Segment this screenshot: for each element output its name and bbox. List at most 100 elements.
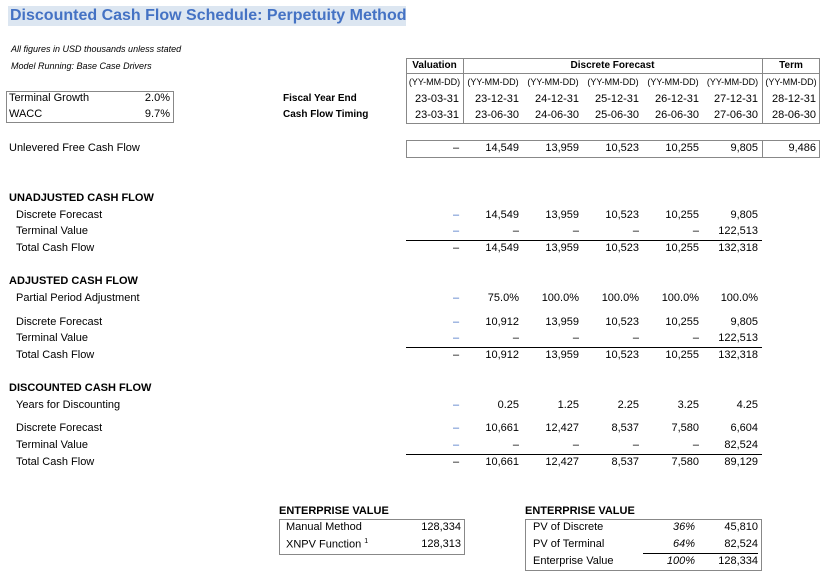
adjusted-discrete-cell: 10,523 xyxy=(605,316,639,328)
ufcf-cell: 10,255 xyxy=(665,142,699,154)
unadjusted-discrete-cell: 10,255 xyxy=(665,209,699,221)
ufcf-cell: 13,959 xyxy=(545,142,579,154)
adjusted-partial-cell: 100.0% xyxy=(601,292,639,304)
date-format-cell: (YY-MM-DD) xyxy=(587,77,639,87)
ufcf-cell: 14,549 xyxy=(485,142,519,154)
discounted-discrete-label: Discrete Forecast xyxy=(16,422,103,434)
discounted-total-cell: 10,661 xyxy=(485,456,519,468)
adjusted-discrete-cell: – xyxy=(452,316,460,328)
fiscal-year-end-label: Fiscal Year End xyxy=(283,93,357,104)
discounted-terminal-cell: – xyxy=(512,439,519,451)
ufcf-cell: – xyxy=(452,142,460,154)
date-format-cell: (YY-MM-DD) xyxy=(467,77,519,87)
unadjusted-terminal-cell: – xyxy=(692,225,699,237)
discounted-terminal-cell: – xyxy=(692,439,699,451)
enterprise-value-label: Enterprise Value xyxy=(533,555,614,567)
adjusted-total-label: Total Cash Flow xyxy=(16,349,95,361)
adjusted-total-cell: 10,912 xyxy=(485,349,519,361)
pv-terminal-pct: 64% xyxy=(672,538,695,550)
unadjusted-heading: UNADJUSTED CASH FLOW xyxy=(9,192,154,204)
adjusted-partial-cell: 100.0% xyxy=(541,292,579,304)
adjusted-discrete-cell: 13,959 xyxy=(545,316,579,328)
scenario-note: Model Running: Base Case Drivers xyxy=(11,61,152,71)
date-format-cell: (YY-MM-DD) xyxy=(706,77,759,87)
page-title: Discounted Cash Flow Schedule: Perpetuit… xyxy=(10,7,407,24)
discounted-discrete-cell: 8,537 xyxy=(611,422,639,434)
unadjusted-total-cell: 10,255 xyxy=(665,242,699,254)
discounted-discrete-cell: 10,661 xyxy=(485,422,519,434)
total-rule xyxy=(406,454,762,455)
unadjusted-total-cell: 132,318 xyxy=(718,242,758,254)
adjusted-terminal-cell: 122,513 xyxy=(718,332,758,344)
ufcf-row-box xyxy=(406,140,820,158)
unadjusted-terminal-cell: 122,513 xyxy=(718,225,758,237)
unadjusted-total-label: Total Cash Flow xyxy=(16,242,95,254)
enterprise-value-value: 128,334 xyxy=(718,555,758,567)
unadjusted-terminal-cell: – xyxy=(452,225,460,237)
adjusted-total-cell: 13,959 xyxy=(545,349,579,361)
adjusted-partial-label: Partial Period Adjustment xyxy=(16,292,140,304)
discounted-discrete-cell: 7,580 xyxy=(671,422,699,434)
cash-flow-timing-cell: 25-06-30 xyxy=(594,109,639,121)
unadjusted-discrete-cell: 10,523 xyxy=(605,209,639,221)
discounted-total-cell: 7,580 xyxy=(671,456,699,468)
adjusted-heading: ADJUSTED CASH FLOW xyxy=(9,275,138,287)
unadjusted-total-cell: 13,959 xyxy=(545,242,579,254)
adjusted-discrete-cell: 9,805 xyxy=(730,316,758,328)
adjusted-discrete-label: Discrete Forecast xyxy=(16,316,103,328)
discrete-forecast-header: Discrete Forecast xyxy=(570,60,655,71)
xnpv-value: 128,313 xyxy=(421,538,461,550)
pv-discrete-value: 45,810 xyxy=(724,521,758,533)
cash-flow-timing-cell: 24-06-30 xyxy=(534,109,579,121)
pv-discrete-pct: 36% xyxy=(672,521,695,533)
header-grid xyxy=(406,58,820,124)
date-format-cell: (YY-MM-DD) xyxy=(765,77,817,87)
discounted-years-cell: 3.25 xyxy=(677,399,699,411)
cash-flow-timing-label: Cash Flow Timing xyxy=(283,109,369,120)
enterprise-value-pct: 100% xyxy=(666,555,695,567)
adjusted-partial-cell: 100.0% xyxy=(661,292,699,304)
footnote-marker: 1 xyxy=(364,538,369,545)
discounted-terminal-cell: – xyxy=(452,439,460,451)
fiscal-year-end-cell: 28-12-31 xyxy=(771,93,816,105)
unadjusted-terminal-cell: – xyxy=(632,225,639,237)
cash-flow-timing-cell: 23-06-30 xyxy=(474,109,519,121)
fiscal-year-end-cell: 23-03-31 xyxy=(414,93,459,105)
assumptions-box xyxy=(6,91,174,123)
discounted-terminal-cell: – xyxy=(572,439,579,451)
adjusted-total-cell: 132,318 xyxy=(718,349,758,361)
date-format-cell: (YY-MM-DD) xyxy=(408,77,461,87)
adjusted-partial-cell: – xyxy=(452,292,460,304)
unadjusted-discrete-cell: 14,549 xyxy=(485,209,519,221)
manual-method-label: Manual Method xyxy=(286,521,362,533)
adjusted-terminal-cell: – xyxy=(572,332,579,344)
unadjusted-discrete-cell: 9,805 xyxy=(730,209,758,221)
fiscal-year-end-cell: 27-12-31 xyxy=(713,93,758,105)
date-format-cell: (YY-MM-DD) xyxy=(647,77,699,87)
discounted-total-cell: 12,427 xyxy=(545,456,579,468)
discounted-years-cell: – xyxy=(452,399,460,411)
term-separator xyxy=(762,140,763,158)
term-header: Term xyxy=(779,60,803,71)
ufcf-cell: 9,805 xyxy=(730,142,758,154)
fiscal-year-end-cell: 26-12-31 xyxy=(654,93,699,105)
valuation-header: Valuation xyxy=(412,60,457,71)
cash-flow-timing-cell: 23-03-31 xyxy=(414,109,459,121)
wacc-label: WACC xyxy=(9,108,43,120)
terminal-growth-value[interactable]: 2.0% xyxy=(144,92,170,104)
unadjusted-discrete-label: Discrete Forecast xyxy=(16,209,103,221)
pv-terminal-label: PV of Terminal xyxy=(533,538,605,550)
wacc-value[interactable]: 9.7% xyxy=(144,108,170,120)
total-rule xyxy=(406,240,762,241)
date-format-cell: (YY-MM-DD) xyxy=(527,77,579,87)
discounted-total-label: Total Cash Flow xyxy=(16,456,95,468)
unadjusted-terminal-cell: – xyxy=(572,225,579,237)
unadjusted-total-cell: 14,549 xyxy=(485,242,519,254)
discounted-discrete-cell: – xyxy=(452,422,460,434)
cash-flow-timing-cell: 26-06-30 xyxy=(654,109,699,121)
adjusted-partial-cell: 100.0% xyxy=(720,292,758,304)
adjusted-total-cell: 10,255 xyxy=(665,349,699,361)
discounted-years-cell: 1.25 xyxy=(557,399,579,411)
discounted-years-cell: 0.25 xyxy=(497,399,519,411)
terminal-growth-label: Terminal Growth xyxy=(9,92,90,104)
